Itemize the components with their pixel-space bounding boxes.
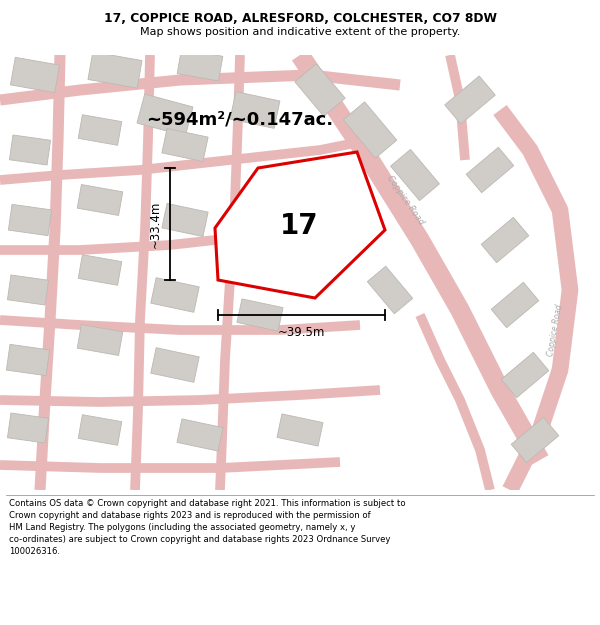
Polygon shape bbox=[77, 324, 123, 356]
Polygon shape bbox=[445, 76, 495, 124]
Text: ~594m²/~0.147ac.: ~594m²/~0.147ac. bbox=[146, 111, 334, 129]
Polygon shape bbox=[78, 415, 122, 445]
Polygon shape bbox=[491, 282, 539, 328]
Polygon shape bbox=[151, 278, 199, 312]
Polygon shape bbox=[230, 92, 280, 128]
Polygon shape bbox=[7, 275, 49, 305]
Text: Map shows position and indicative extent of the property.: Map shows position and indicative extent… bbox=[140, 28, 460, 38]
Text: ~39.5m: ~39.5m bbox=[278, 326, 325, 339]
Polygon shape bbox=[78, 115, 122, 145]
Polygon shape bbox=[501, 352, 549, 398]
Polygon shape bbox=[481, 217, 529, 262]
Polygon shape bbox=[137, 94, 193, 136]
Polygon shape bbox=[391, 149, 439, 201]
Polygon shape bbox=[237, 299, 283, 331]
Polygon shape bbox=[277, 414, 323, 446]
Polygon shape bbox=[8, 204, 52, 236]
Polygon shape bbox=[215, 152, 385, 298]
Text: Contains OS data © Crown copyright and database right 2021. This information is : Contains OS data © Crown copyright and d… bbox=[9, 499, 406, 556]
Polygon shape bbox=[295, 64, 345, 116]
Text: 17: 17 bbox=[280, 212, 319, 240]
Polygon shape bbox=[88, 52, 142, 88]
Polygon shape bbox=[367, 266, 413, 314]
Polygon shape bbox=[177, 49, 223, 81]
Polygon shape bbox=[466, 148, 514, 192]
Polygon shape bbox=[511, 418, 559, 462]
Text: ~33.4m: ~33.4m bbox=[149, 200, 161, 248]
Polygon shape bbox=[78, 255, 122, 285]
Polygon shape bbox=[10, 58, 59, 92]
Text: Coppice Road: Coppice Road bbox=[385, 174, 425, 226]
Polygon shape bbox=[77, 184, 123, 216]
Polygon shape bbox=[7, 413, 49, 443]
Text: 17, COPPICE ROAD, ALRESFORD, COLCHESTER, CO7 8DW: 17, COPPICE ROAD, ALRESFORD, COLCHESTER,… bbox=[104, 12, 497, 25]
Polygon shape bbox=[151, 348, 199, 382]
Polygon shape bbox=[177, 419, 223, 451]
Polygon shape bbox=[10, 135, 50, 165]
Polygon shape bbox=[7, 344, 50, 376]
Polygon shape bbox=[162, 128, 208, 162]
Text: Coppice Road: Coppice Road bbox=[546, 303, 564, 357]
Polygon shape bbox=[343, 102, 397, 158]
Polygon shape bbox=[162, 203, 208, 237]
